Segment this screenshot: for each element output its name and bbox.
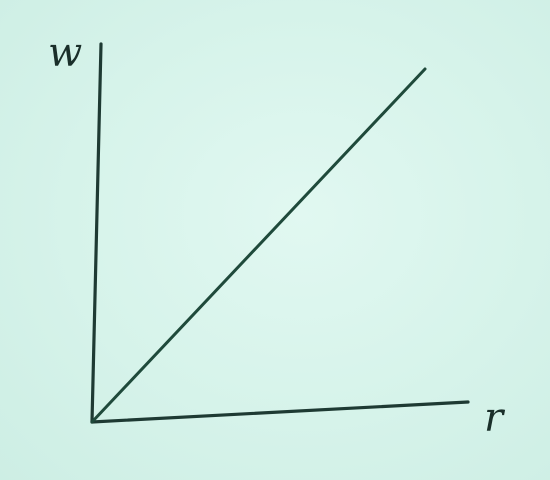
y-axis-line	[90, 42, 103, 424]
y-axis-label: w	[48, 30, 82, 76]
series-line-0	[90, 67, 427, 424]
series-layer	[90, 67, 427, 424]
x-axis-label: r	[484, 395, 506, 441]
x-axis-line	[90, 400, 470, 424]
